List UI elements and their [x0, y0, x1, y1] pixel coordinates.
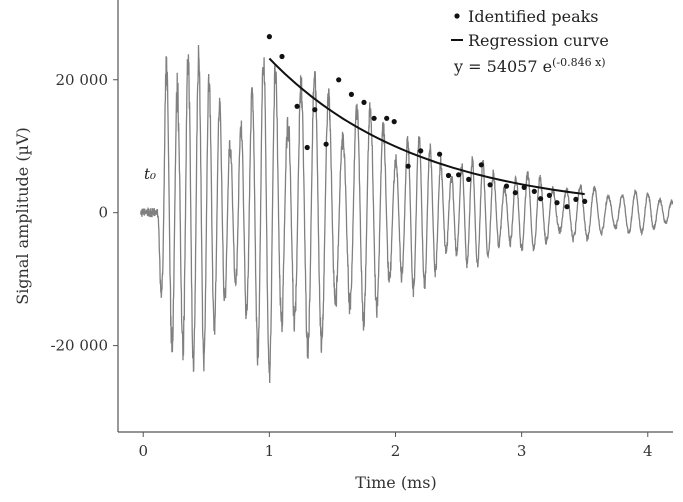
- peak-point: [456, 172, 462, 178]
- x-axis-title: Time (ms): [355, 473, 436, 492]
- peak-point: [564, 204, 570, 210]
- regression-layer: [268, 57, 585, 196]
- peak-point: [348, 91, 354, 97]
- peak-point: [582, 198, 588, 204]
- x-tick-label: 2: [391, 442, 401, 460]
- y-axis-title: Signal amplitude (µV): [13, 127, 32, 305]
- x-tick-label: 3: [517, 442, 527, 460]
- peak-point: [418, 148, 424, 154]
- legend-equation: y = 54057 e(-0.846 x): [453, 56, 606, 76]
- peak-point: [512, 190, 518, 196]
- y-tick-label: 20 000: [56, 71, 109, 89]
- peak-point: [546, 192, 553, 198]
- axes: 0 1 2 3 4 -20 000 0 20 000: [50, 0, 673, 460]
- x-tick-label: 1: [265, 442, 275, 460]
- peak-point: [279, 53, 285, 60]
- peak-point: [361, 99, 367, 105]
- y-tick-label: -20 000: [50, 337, 108, 355]
- legend-label-curve: Regression curve: [468, 31, 609, 50]
- legend: Identified peaks Regression curve y = 54…: [451, 7, 609, 76]
- peak-point: [503, 183, 510, 189]
- legend-peak-marker: [454, 13, 460, 19]
- peak-point: [531, 188, 537, 194]
- peak-point: [312, 107, 318, 113]
- peak-point: [445, 172, 452, 179]
- t0-annotation: t₀: [144, 165, 156, 183]
- peak-point: [323, 141, 329, 147]
- peak-point: [391, 119, 397, 125]
- signal-trace: [140, 44, 673, 384]
- peak-point: [521, 184, 527, 190]
- peak-point: [573, 196, 579, 202]
- x-tick-label: 0: [138, 442, 148, 460]
- y-tick-label: 0: [98, 204, 108, 222]
- peak-point: [466, 176, 472, 182]
- equation-exponent: (-0.846 x): [552, 56, 606, 69]
- peak-point: [336, 77, 342, 83]
- peak-point: [304, 144, 310, 151]
- x-tick-label: 4: [643, 442, 653, 460]
- peak-point: [478, 162, 484, 168]
- equation-base: y = 54057 e: [453, 57, 552, 76]
- regression-curve: [268, 57, 585, 196]
- peak-point: [405, 163, 411, 169]
- signal-trace-layer: [140, 44, 673, 384]
- peak-point: [538, 196, 544, 202]
- peak-point: [384, 115, 390, 121]
- legend-label-peaks: Identified peaks: [468, 7, 599, 26]
- peak-point: [266, 34, 272, 40]
- peak-point: [294, 103, 300, 109]
- peak-point: [487, 182, 493, 188]
- peaks-layer: [266, 34, 588, 210]
- peak-point: [371, 115, 377, 121]
- peak-point: [554, 200, 560, 206]
- peak-point: [437, 151, 443, 157]
